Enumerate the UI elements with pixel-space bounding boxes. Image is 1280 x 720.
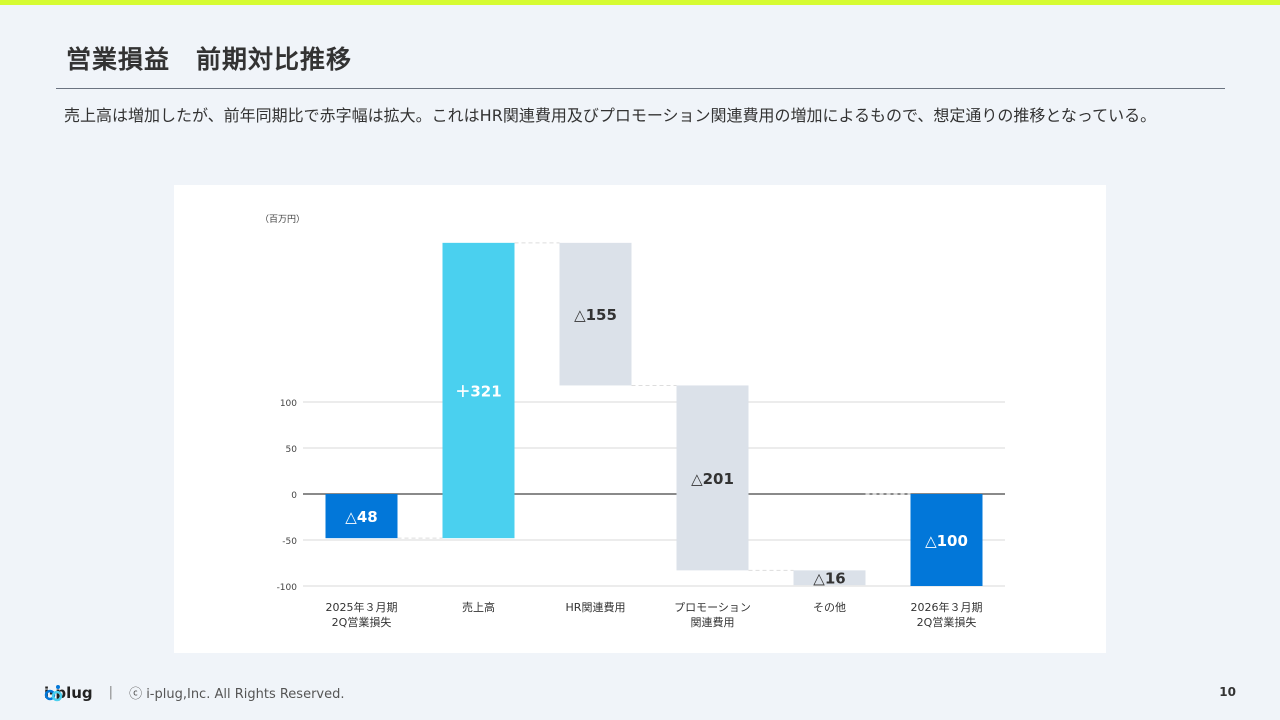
top-accent-bar (0, 0, 1280, 5)
unit-label: （百万円） (260, 214, 305, 225)
i-plug-logo-icon (44, 685, 63, 702)
data-label: △48 (345, 508, 377, 526)
bar (676, 385, 749, 571)
y-tick-label: -50 (282, 537, 297, 547)
bar (793, 570, 866, 586)
x-tick-label: 2Q営業損失 (917, 615, 977, 629)
data-label: △155 (574, 306, 617, 324)
copyright: ⓒ i-plug,Inc. All Rights Reserved. (129, 687, 345, 702)
x-tick-label: 2025年３月期 (326, 600, 398, 614)
data-label: ＋321 (455, 383, 501, 401)
x-tick-label: その他 (813, 601, 846, 614)
waterfall-chart: （百万円）100500-50-100△482025年３月期2Q営業損失＋321売… (260, 214, 1005, 629)
bar (559, 242, 632, 386)
y-tick-label: -100 (277, 583, 298, 593)
footer: i-plug | ⓒ i-plug,Inc. All Rights Reserv… (44, 683, 345, 703)
x-tick-label: HR関連費用 (566, 600, 626, 614)
page-number: 10 (1219, 685, 1236, 699)
bar (325, 494, 398, 539)
y-tick-label: 50 (286, 445, 298, 455)
x-tick-label: 2026年３月期 (911, 600, 983, 614)
y-tick-label: 100 (280, 399, 297, 409)
x-tick-label: プロモーション (674, 601, 751, 614)
chart-panel: （百万円） 100 50 0 -50 -100 △48 2025年３月期 2Q営業損失 ＋321 売… (174, 185, 1106, 653)
title-divider (56, 88, 1225, 89)
x-tick-label: 2Q営業損失 (332, 615, 392, 629)
data-label: △201 (691, 470, 734, 488)
x-tick-label: 売上高 (462, 600, 495, 614)
description: 売上高は増加したが、前年同期比で赤字幅は拡大。これはHR関連費用及びプロモーショ… (64, 106, 1157, 125)
bar (910, 494, 983, 586)
data-label: △16 (813, 570, 845, 588)
footer-separator: | (108, 685, 114, 700)
x-tick-label: 関連費用 (691, 615, 735, 629)
bar (442, 242, 515, 539)
page-title: 営業損益 前期対比推移 (66, 45, 353, 74)
y-tick-label: 0 (291, 491, 297, 501)
logo-text: i-plug (44, 683, 93, 702)
data-label: △100 (925, 532, 968, 550)
